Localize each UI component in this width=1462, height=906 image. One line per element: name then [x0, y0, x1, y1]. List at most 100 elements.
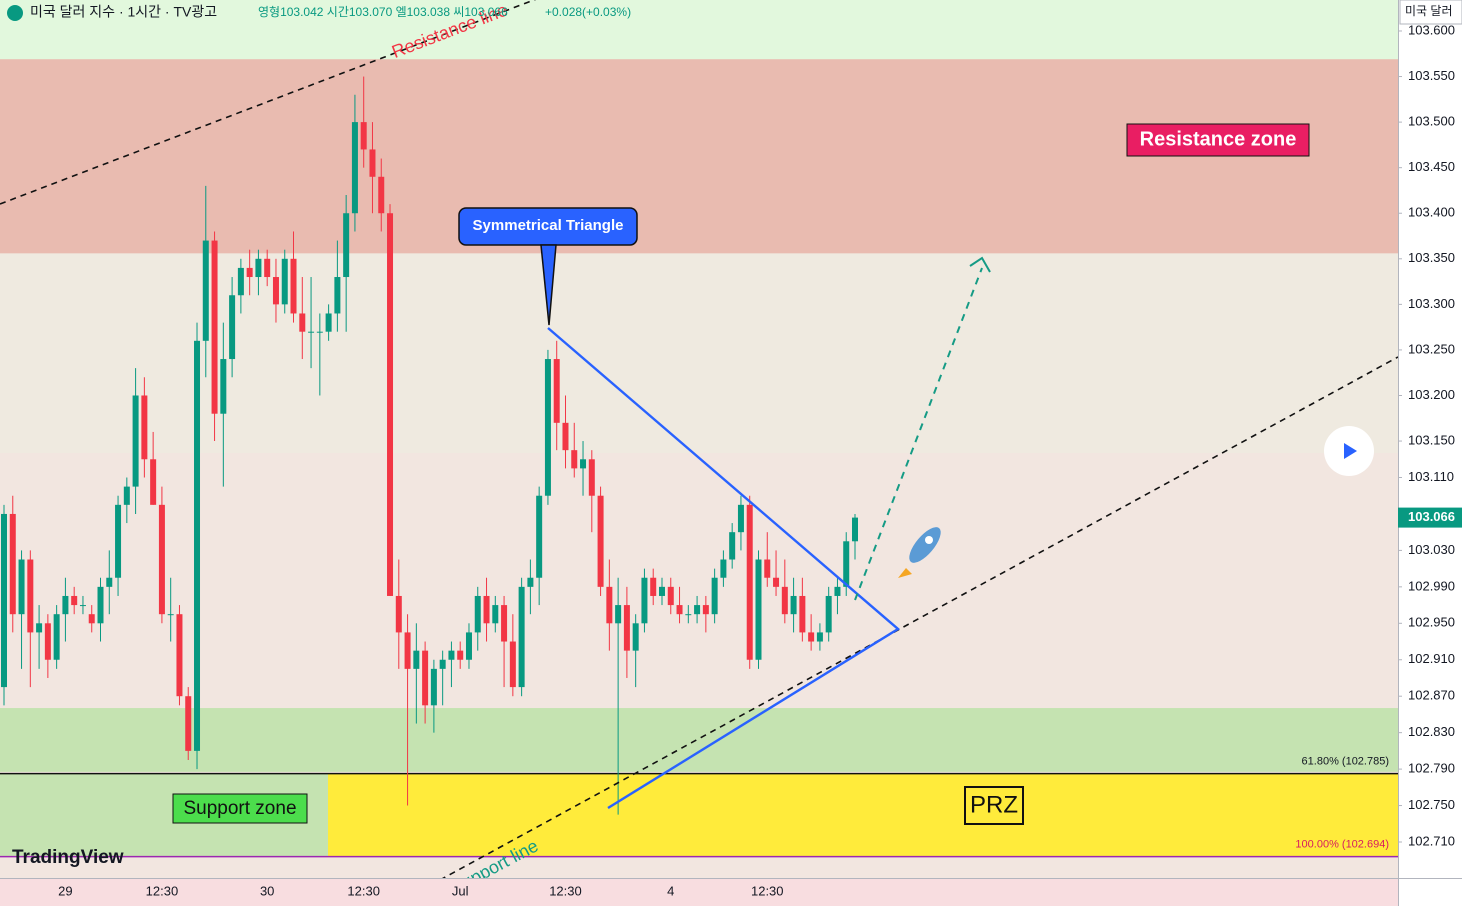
candle-body	[667, 586, 674, 606]
candle-body	[44, 623, 51, 660]
candle-body	[115, 504, 122, 578]
y-tick-label: 102.910	[1408, 651, 1455, 666]
candle-body	[290, 258, 297, 314]
y-tick-label: 103.600	[1408, 22, 1455, 37]
candle-body	[123, 486, 130, 505]
candle-body	[509, 641, 516, 688]
fib-label: 100.00% (102.694)	[1295, 838, 1389, 850]
y-tick-label: 103.500	[1408, 114, 1455, 129]
candle-body	[150, 459, 157, 505]
y-tick-label: 103.550	[1408, 68, 1455, 83]
y-tick-label: 103.150	[1408, 432, 1455, 447]
candle-body	[272, 277, 279, 305]
resistance-trendline	[0, 0, 537, 205]
candle-body	[308, 331, 315, 333]
candle-body	[799, 595, 806, 633]
resistance-zone-tag: Resistance zone	[1126, 123, 1310, 157]
candle-body	[588, 459, 595, 496]
x-tick-label: 12:30	[751, 883, 784, 898]
candle-body	[457, 650, 464, 660]
candle-body	[834, 586, 841, 596]
candle-body	[106, 577, 113, 587]
candle-body	[281, 258, 288, 305]
y-tick-label: 103.450	[1408, 159, 1455, 174]
candle-body	[658, 586, 665, 596]
candle-body	[702, 605, 709, 615]
candle-body	[562, 422, 569, 451]
candle-body	[580, 459, 587, 469]
prz-label: PRZ	[970, 791, 1018, 818]
change: +0.028(+0.03%)	[545, 5, 631, 19]
x-axis-bg	[0, 878, 1398, 906]
prz-tag: PRZ	[964, 786, 1024, 825]
y-tick-label: 102.950	[1408, 615, 1455, 630]
candle-body	[632, 623, 639, 651]
mid-bg	[0, 253, 1398, 453]
candle-body	[220, 359, 227, 414]
axis-name: 미국 달러	[1405, 4, 1453, 18]
candle-body	[694, 605, 701, 615]
pattern-label: Symmetrical Triangle	[473, 217, 624, 234]
x-tick-label: 4	[667, 883, 674, 898]
y-tick-label: 103.350	[1408, 250, 1455, 265]
candle-body	[316, 331, 323, 333]
y-tick-label: 102.990	[1408, 578, 1455, 593]
candle-body	[395, 595, 402, 633]
candle-body	[36, 623, 43, 633]
candle-body	[571, 450, 578, 469]
candle-body	[553, 359, 560, 423]
candle-body	[79, 605, 86, 607]
zone-label: Resistance zone	[1140, 128, 1297, 150]
candle-body	[211, 240, 218, 414]
candle-body	[474, 595, 481, 633]
y-tick-label: 102.830	[1408, 724, 1455, 739]
candle-body	[194, 340, 201, 751]
candle-body	[185, 696, 192, 751]
candle-body	[720, 559, 727, 578]
tag-bg	[1126, 123, 1310, 157]
tag-bg	[172, 793, 308, 824]
play-icon	[1344, 443, 1357, 459]
support-zone-tag: Support zone	[172, 793, 308, 824]
y-axis-bg	[1398, 0, 1462, 906]
support-trendline	[441, 356, 1398, 878]
y-tick-label: 103.250	[1408, 341, 1455, 356]
candle-body	[246, 267, 253, 278]
zone	[0, 708, 1398, 772]
candle-body	[764, 559, 771, 578]
candle-body	[773, 577, 780, 587]
prz	[328, 773, 1398, 857]
candle-body	[264, 258, 271, 278]
candle-body	[527, 577, 534, 587]
last-price: 103.066	[1408, 509, 1455, 524]
candle-body	[623, 605, 630, 651]
candle-body	[808, 632, 815, 642]
candle-body	[62, 595, 69, 615]
candle-body	[1, 513, 7, 688]
candle-body	[158, 504, 165, 615]
triangle	[547, 327, 901, 810]
candle-body	[404, 632, 411, 669]
candle-body	[544, 359, 551, 496]
candle-body	[729, 532, 736, 560]
candle-body	[676, 605, 683, 615]
pattern-callout: Symmetrical Triangle	[458, 207, 638, 326]
x-tick-label: 12:30	[146, 883, 179, 898]
candle-body	[518, 586, 525, 688]
candle-body	[685, 614, 692, 616]
candle-body	[825, 595, 832, 633]
x-tick-label: Jul	[452, 883, 469, 898]
candle-body	[465, 632, 472, 660]
candle-body	[448, 650, 455, 660]
candle-body	[781, 586, 788, 615]
candle-body	[132, 395, 139, 487]
top-bg	[0, 0, 1398, 60]
candle-body	[492, 605, 499, 624]
candle-body	[88, 614, 95, 624]
symbol-title: 미국 달러 지수 · 1시간 · TV광고	[30, 4, 217, 20]
candle-body	[483, 595, 490, 624]
candle-body	[413, 650, 420, 669]
candle-body	[237, 267, 244, 296]
candle-body	[18, 559, 25, 615]
ohlc-quote: 영형103.042 시간103.070 엘103.038 씨103.066	[258, 5, 508, 19]
